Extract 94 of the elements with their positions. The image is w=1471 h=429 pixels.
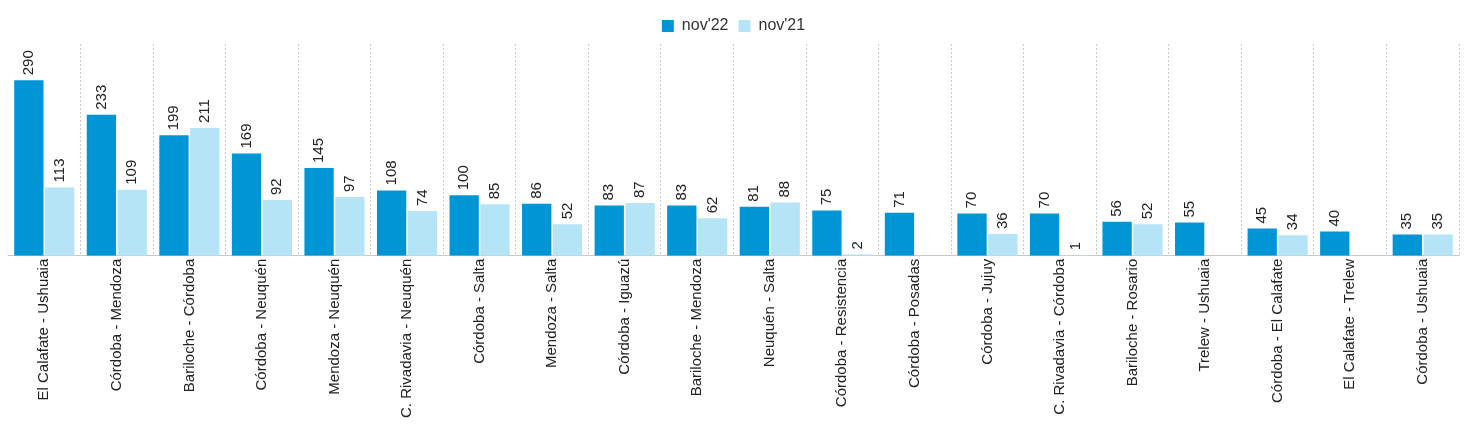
legend-label: nov'21 (758, 16, 806, 34)
data-label: 109 (122, 159, 140, 185)
bar (1423, 234, 1453, 256)
data-label: 83 (671, 183, 689, 201)
bar (376, 190, 407, 256)
data-label: 40 (1324, 209, 1342, 227)
bar (1133, 224, 1163, 256)
data-label: 81 (744, 185, 762, 202)
bar (698, 218, 728, 256)
bar (262, 200, 292, 256)
bar (667, 205, 697, 256)
data-label: 56 (1107, 200, 1125, 217)
data-label: 1 (1065, 241, 1083, 251)
bar (304, 168, 334, 256)
x-tick-label: Neuquén - Salta (759, 258, 777, 368)
x-tick-label: C. Rivadavia - Córdoba (1050, 258, 1068, 415)
bar (480, 204, 510, 256)
bar (1102, 221, 1132, 256)
x-tick-label: Córdoba - Jujuy (977, 258, 995, 365)
bar (45, 187, 75, 256)
data-label: 92 (267, 178, 285, 196)
data-label: 199 (164, 105, 182, 131)
x-tick-label: Bariloche - Rosario (1122, 258, 1140, 387)
bar (988, 233, 1018, 256)
x-tick-label: Córdoba - Ushuaia (1412, 258, 1430, 385)
data-label: 70 (962, 191, 980, 209)
x-tick-label: Córdoba - Resistencia (832, 258, 850, 408)
data-label: 108 (381, 160, 399, 186)
legend-label: nov'22 (681, 16, 729, 34)
bar (1392, 234, 1422, 256)
data-label: 2 (847, 241, 865, 250)
x-tick-label: Mendoza - Salta (542, 258, 560, 368)
data-label: 52 (1138, 202, 1156, 220)
x-tick-label: Córdoba - Mendoza (106, 258, 124, 392)
x-tick-label: Córdoba - Neuquén (252, 258, 270, 391)
data-label: 70 (1034, 191, 1052, 209)
data-label: 52 (557, 202, 575, 220)
x-tick-label: El Calafate - Trelew (1340, 258, 1358, 390)
data-label: 169 (236, 123, 254, 149)
data-label: 87 (630, 181, 648, 199)
data-label: 211 (194, 99, 212, 124)
bar (552, 224, 583, 256)
data-label: 100 (454, 165, 472, 191)
data-label: 113 (49, 158, 67, 183)
data-label: 35 (1428, 212, 1446, 230)
data-label: 75 (817, 188, 835, 206)
data-label: 145 (309, 137, 327, 164)
x-tick-label: Trelew - Ushuaia (1195, 258, 1213, 372)
data-label: 34 (1283, 213, 1301, 231)
bar (1175, 222, 1205, 256)
x-tick-label: Córdoba - El Calafate (1267, 258, 1285, 403)
data-label: 36 (992, 212, 1010, 229)
data-label: 88 (775, 180, 793, 198)
bar (335, 197, 365, 256)
data-label: 290 (19, 50, 36, 76)
bar (159, 135, 189, 256)
bar (625, 203, 655, 256)
x-tick-label: C. Rivadavia - Neuquén (397, 258, 415, 419)
data-label: 97 (340, 175, 358, 193)
bar (449, 195, 479, 256)
bar (1320, 231, 1350, 256)
x-tick-label: Córdoba - Posadas (905, 258, 923, 388)
bar (1247, 228, 1277, 256)
bar (957, 213, 987, 256)
bar (739, 206, 769, 256)
bar (14, 80, 44, 256)
data-label: 233 (91, 84, 109, 110)
bar (1029, 213, 1060, 256)
data-label: 62 (702, 196, 720, 214)
data-label: 35 (1397, 212, 1415, 230)
data-label: 45 (1252, 206, 1270, 224)
data-label: 74 (412, 189, 430, 206)
x-tick-label: El Calafate - Ushuaia (34, 258, 52, 401)
x-tick-label: Bariloche - Córdoba (179, 258, 197, 393)
data-label: 86 (526, 182, 544, 199)
bar (770, 202, 800, 256)
data-label: 85 (485, 182, 503, 200)
x-tick-label: Córdoba - Iguazú (614, 258, 632, 375)
bar (231, 153, 262, 256)
bar (812, 210, 842, 256)
bar (1278, 235, 1308, 256)
bar (117, 189, 147, 256)
bar (190, 128, 220, 256)
x-tick-label: Bariloche - Mendoza (687, 258, 705, 397)
bar (407, 210, 438, 256)
data-label: 71 (889, 191, 907, 208)
data-label: 83 (599, 183, 617, 201)
data-label: 55 (1179, 200, 1197, 218)
bar (522, 203, 552, 256)
bar (884, 212, 915, 256)
x-tick-label: Mendoza - Neuquén (324, 258, 342, 395)
bar (86, 114, 117, 256)
bar (594, 205, 624, 256)
x-tick-label: Córdoba - Salta (469, 258, 487, 364)
